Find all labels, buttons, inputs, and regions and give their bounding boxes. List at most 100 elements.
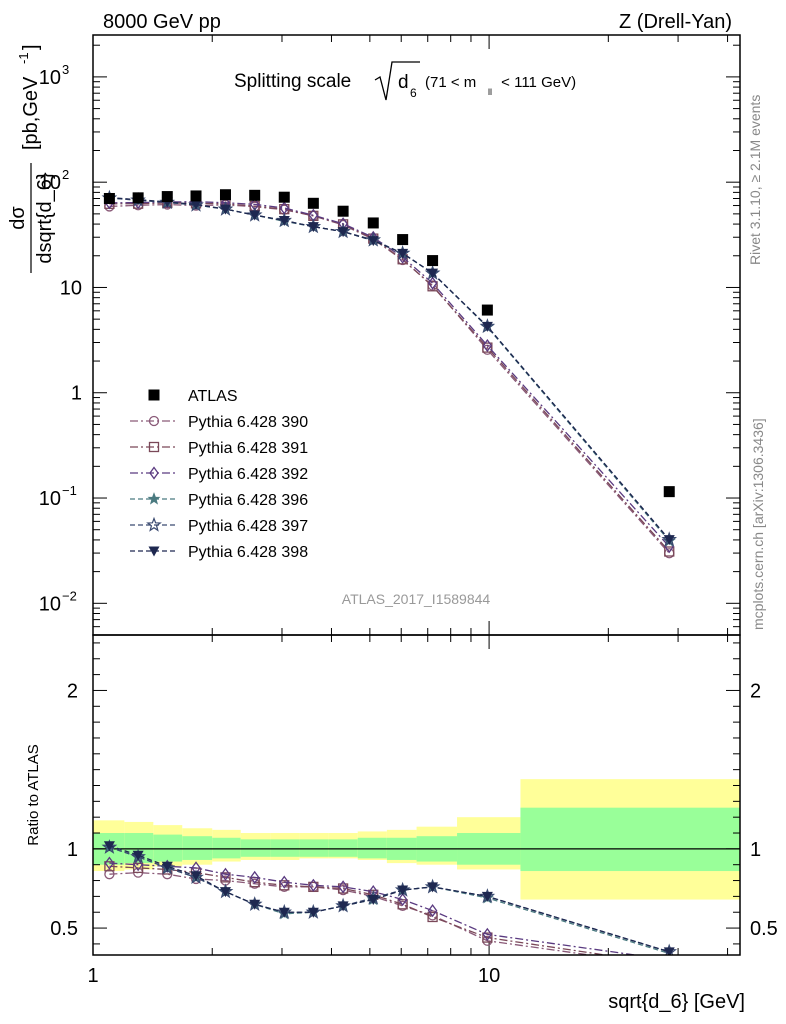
ylabel-den: dsqrt{d_6}	[34, 172, 56, 264]
atlas-data-point	[219, 189, 231, 201]
legend-entry: Pythia 6.428 390	[130, 414, 308, 431]
legend-label: Pythia 6.428 392	[188, 466, 308, 483]
plot-title: Splitting scale d 6 (71 < m ll < 111 GeV…	[234, 61, 576, 101]
process-label: Z (Drell-Yan)	[619, 11, 732, 33]
ratio-tick-label-right: 1	[750, 839, 761, 861]
band-inner-segment	[240, 839, 271, 857]
y-tick-label: 10 −1	[39, 483, 77, 510]
atlas-data-point	[663, 486, 675, 498]
ratio-series-line	[109, 862, 640, 955]
main-series-point	[307, 222, 319, 233]
legend-entry: ATLAS	[148, 388, 238, 405]
ratio-series-point	[397, 892, 408, 907]
ratio-series-point	[220, 872, 231, 883]
atlas-data-point	[190, 190, 202, 202]
main-series-point	[337, 227, 349, 238]
y-tick-label: 10 2	[39, 167, 69, 194]
ratio-series-point	[133, 858, 143, 872]
y-tick-label: 10 −2	[39, 588, 77, 615]
main-series-line	[109, 196, 670, 541]
legend-marker	[148, 389, 160, 401]
y-tick-base: 10	[60, 277, 82, 299]
ratio-series-point	[219, 887, 231, 898]
ratio-tick-label-left: 0.5	[50, 918, 78, 940]
ratio-tick-label-left: 2	[67, 680, 78, 702]
y-tick-exp: 3	[62, 62, 69, 77]
ratio-tick-label-right: 0.5	[750, 918, 778, 940]
atlas-data-point	[427, 255, 439, 267]
main-series-point	[190, 199, 202, 210]
analysis-watermark: ATLAS_2017_I1589844	[342, 591, 491, 607]
y-tick-base: 1	[71, 383, 82, 405]
atlas-data-point	[249, 189, 261, 201]
atlas-data-point	[161, 191, 173, 203]
band-inner-segment	[153, 834, 183, 862]
main-series-point	[397, 248, 409, 259]
ratio-panel-frame	[92, 634, 741, 956]
legend-label: Pythia 6.428 396	[188, 492, 308, 509]
legend-marker	[146, 516, 162, 532]
legend-marker	[147, 492, 161, 505]
main-series	[101, 189, 678, 559]
atlas-data-point	[278, 191, 290, 203]
ratio-series-point	[132, 862, 144, 874]
rivet-label: Rivet 3.1.10, ≥ 2.1M events	[747, 95, 763, 265]
legend-label: Pythia 6.428 391	[188, 440, 308, 457]
ratio-series-point	[161, 861, 173, 872]
main-series-point	[249, 210, 261, 221]
ratio-series-point	[279, 875, 290, 889]
sqrt-symbol	[374, 61, 420, 101]
main-series-line	[109, 201, 670, 548]
y-tick-base: 10	[39, 67, 61, 89]
y-tick-exp: −1	[62, 483, 77, 498]
atlas-data-point	[132, 192, 144, 204]
ratio-tick-label-left: 1	[67, 839, 78, 861]
atlas-data-point	[307, 197, 319, 209]
title-main: Splitting scale	[234, 71, 351, 92]
y-tick-exp: 2	[62, 167, 69, 182]
legend-marker	[148, 415, 160, 427]
title-range-sub: ll	[488, 87, 492, 97]
ylabel-units-close: ]	[20, 44, 42, 50]
ratio-series-line	[109, 845, 670, 953]
main-series-point	[481, 321, 493, 332]
band-inner-segment	[212, 837, 241, 859]
ratio-series-point	[249, 870, 260, 884]
ratio-series-point	[104, 861, 115, 872]
ratio-series-point	[367, 895, 379, 906]
band-inner-segment	[520, 807, 740, 872]
ratio-series-point	[427, 911, 438, 923]
ratio-series-point	[220, 867, 231, 881]
atlas-data-points	[103, 189, 675, 498]
ratio-uncertainty-bands	[93, 779, 740, 900]
ratio-series-point	[397, 899, 408, 910]
title-range-post: < 111 GeV)	[497, 74, 576, 91]
x-axis-label: sqrt{d_6} [GeV]	[608, 991, 745, 1013]
legend-marker	[149, 466, 159, 480]
main-series-point	[482, 338, 493, 353]
ratio-tick-label-right: 2	[750, 680, 761, 702]
legend-entry: Pythia 6.428 396	[130, 492, 308, 509]
y-axis-label-main: dσ dsqrt{d_6} [pb,GeV -1 ]	[7, 44, 56, 273]
band-inner-segment	[328, 839, 358, 857]
legend-entry: Pythia 6.428 392	[130, 466, 308, 483]
atlas-data-point	[367, 217, 379, 229]
legend-label: ATLAS	[188, 388, 238, 405]
y-tick-label: 10 3	[39, 62, 69, 89]
legend-marker	[148, 441, 160, 453]
band-inner-segment	[182, 836, 213, 860]
main-series-point	[427, 268, 439, 279]
y-tick-label: 10	[60, 277, 82, 299]
ratio-series-point	[307, 907, 319, 918]
ratio-series-point	[427, 882, 439, 893]
ylabel-units-exp: -1	[16, 52, 31, 64]
main-series-point	[427, 276, 438, 290]
mcplots-label: mcplots.cern.ch [arXiv:1306.3436]	[750, 418, 766, 630]
ratio-series	[101, 839, 678, 955]
ratio-series-point	[278, 907, 290, 918]
band-inner-segment	[270, 839, 300, 857]
ratio-series-point	[482, 927, 493, 942]
main-series-point	[367, 236, 379, 247]
atlas-data-point	[337, 205, 349, 217]
